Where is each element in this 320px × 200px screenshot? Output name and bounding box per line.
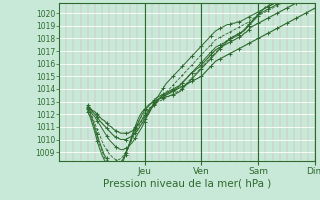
X-axis label: Pression niveau de la mer( hPa ): Pression niveau de la mer( hPa ) [103,178,271,188]
